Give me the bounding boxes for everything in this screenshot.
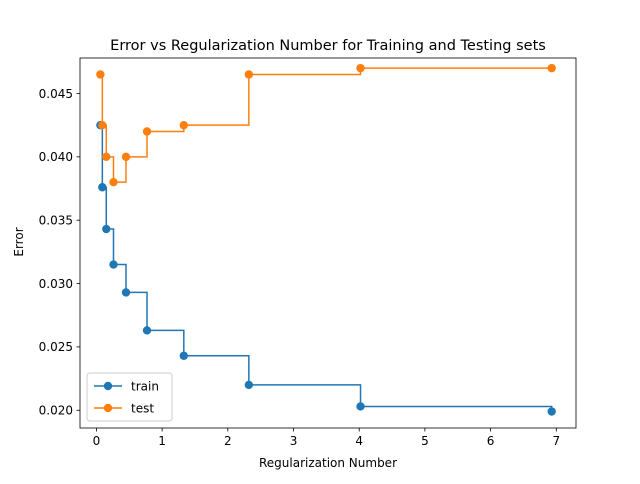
- data-point-train-5: [142, 326, 152, 335]
- data-point-train-9: [547, 407, 556, 416]
- data-point-test-1: [98, 120, 107, 130]
- legend-marker-train: [103, 381, 113, 391]
- data-point-train-1: [98, 183, 107, 192]
- x-tick-label-6: 6: [487, 434, 495, 448]
- legend-marker-test: [103, 403, 113, 413]
- data-point-train-4: [121, 288, 131, 297]
- data-point-test-7: [244, 70, 254, 79]
- data-point-train-8: [356, 402, 365, 411]
- x-tick-label-2: 2: [224, 434, 232, 448]
- legend-label-train: train: [131, 380, 159, 394]
- data-point-train-3: [109, 260, 118, 269]
- x-axis-label: Regularization Number: [259, 456, 397, 470]
- y-tick-label-4: 0.040: [39, 150, 73, 164]
- data-point-test-9: [547, 63, 556, 73]
- legend: train test: [86, 372, 173, 422]
- y-tick-label-5: 0.045: [39, 87, 73, 101]
- legend-box: [86, 372, 173, 422]
- x-tick-label-7: 7: [552, 434, 560, 448]
- x-tick-label-1: 1: [158, 434, 166, 448]
- data-point-train-7: [244, 380, 254, 390]
- legend-label-test: test: [131, 402, 154, 416]
- y-tick-label-1: 0.025: [39, 340, 73, 354]
- plot-area: 0 1 2 3 4 5 6 7 0.020 0.025 0.030 0.035 0.040 0.045: [39, 57, 577, 448]
- chart-title: Error vs Regularization Number for Train…: [110, 38, 546, 54]
- y-axis-label: Error: [12, 227, 26, 256]
- x-tick-label-0: 0: [93, 434, 101, 448]
- y-tick-label-3: 0.035: [39, 213, 73, 227]
- data-point-train-6: [179, 351, 188, 360]
- data-point-test-0: [96, 70, 105, 79]
- axes-frame: [79, 57, 577, 429]
- data-point-test-2: [102, 152, 111, 162]
- x-tick-label-3: 3: [290, 434, 298, 448]
- y-tick-label-0: 0.020: [39, 404, 73, 418]
- data-point-test-4: [121, 152, 131, 162]
- data-point-train-2: [102, 224, 111, 234]
- data-point-test-6: [179, 120, 188, 130]
- data-point-test-3: [109, 177, 118, 187]
- x-tick-label-4: 4: [355, 434, 363, 448]
- x-tick-label-5: 5: [421, 434, 429, 448]
- y-tick-label-2: 0.030: [39, 277, 73, 291]
- data-point-test-8: [356, 63, 365, 73]
- data-point-test-5: [142, 127, 152, 136]
